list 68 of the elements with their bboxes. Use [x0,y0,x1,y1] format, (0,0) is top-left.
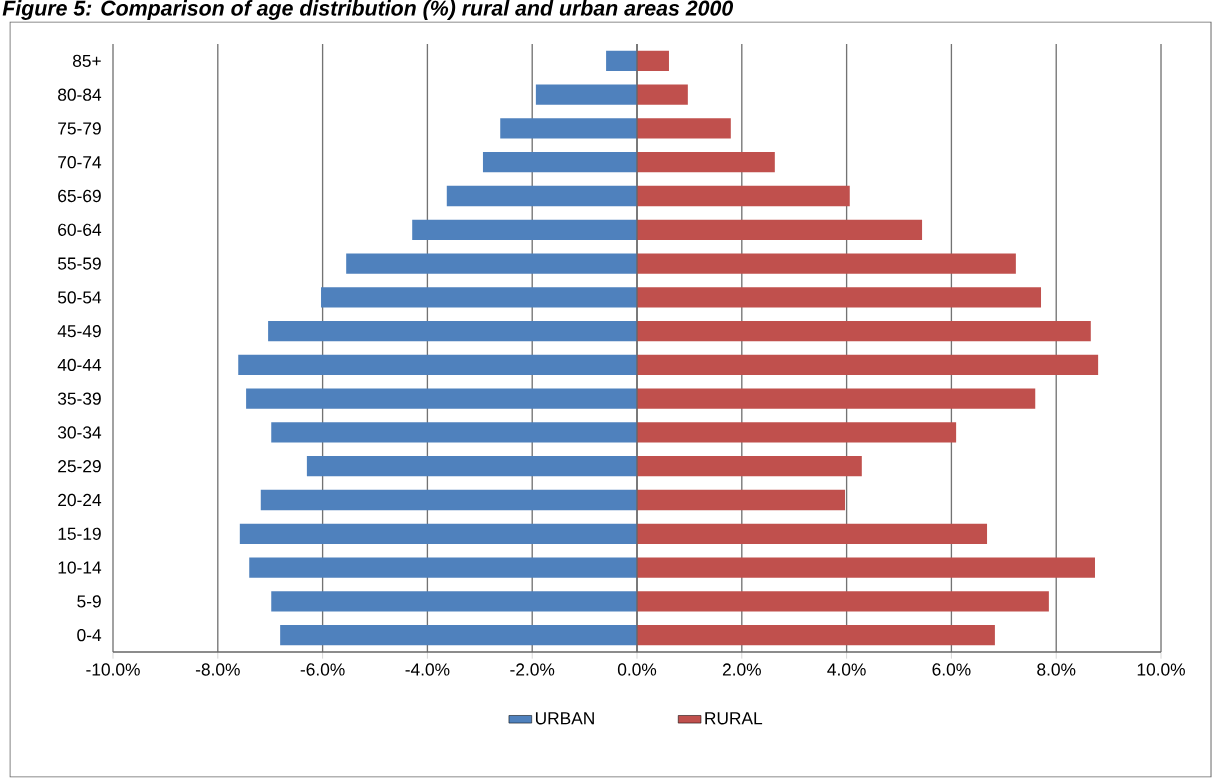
bar [260,489,638,511]
x-tick-label: 6.0% [932,663,971,676]
bar [535,84,638,105]
y-tick-label: 50-54 [57,291,102,304]
bar [637,557,1095,578]
legend-label: RURAL [705,712,763,725]
bar [637,84,688,105]
bar [482,152,638,173]
x-tick-label: -4.0% [405,663,450,676]
bar [249,557,638,578]
bar [268,320,638,342]
y-tick-label: 75-79 [58,122,101,135]
bar [637,388,1036,409]
bar [637,320,1091,342]
bar [306,456,638,477]
x-tick-label: -6.0% [300,663,345,676]
bar [637,118,731,139]
bar [637,219,923,240]
bar [606,50,638,72]
bar [637,456,862,477]
x-tick-label: 0.0% [617,663,657,676]
y-tick-label: 10-14 [58,561,102,574]
bar [637,591,1049,612]
x-tick-label: -2.0% [510,663,555,676]
legend-label: URBAN [535,712,594,725]
y-tick-label: 45-49 [57,324,101,338]
bar [271,591,638,612]
bar [246,388,638,409]
y-tick-label: 40-44 [57,358,102,372]
x-tick-label: -10.0% [86,663,140,676]
bar [280,624,638,646]
bar [637,185,850,207]
y-tick-label: 80-84 [58,88,102,101]
y-tick-label: 55-59 [57,257,101,270]
bar [500,118,638,139]
x-tick-label: 10.0% [1137,663,1185,676]
y-tick-label: 5-9 [77,595,101,608]
x-tick-label: 8.0% [1037,663,1076,676]
bar [637,489,846,511]
y-tick-label: 30-34 [57,426,102,439]
y-tick-label: 25-29 [58,460,101,473]
x-tick-label: -8.0% [195,663,240,676]
bar [271,422,638,443]
bar [412,219,638,240]
chart-title: Figure 5: Comparison of age distribution (%) rural and urban areas 2000 [2,0,734,20]
y-tick-label: 65-69 [58,189,101,203]
bar [446,185,638,207]
bar [637,422,957,443]
y-tick-label: 70-74 [58,156,102,169]
y-tick-label: 85+ [72,54,101,68]
y-tick-label: 0-4 [77,628,102,642]
y-tick-label: 15-19 [58,527,101,540]
x-tick-label: 4.0% [827,663,866,676]
bar [637,253,1016,274]
x-tick-label: 2.0% [722,663,761,676]
y-tick-label: 60-64 [58,223,102,236]
bar [346,253,638,274]
bar [238,354,638,376]
bar [239,523,638,544]
bar [637,523,988,544]
bar [637,287,1042,308]
bar [637,624,995,646]
bar [637,354,1099,376]
bar [637,152,775,173]
y-tick-label: 35-39 [57,392,101,405]
bar [637,50,669,72]
bar [321,287,638,308]
y-tick-label: 20-24 [58,493,102,507]
